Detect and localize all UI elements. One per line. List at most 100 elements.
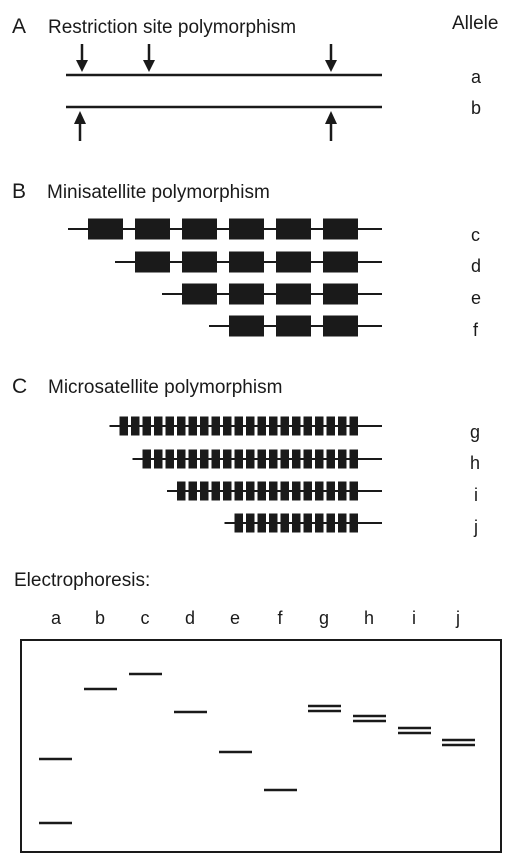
repeat-unit <box>246 513 255 533</box>
allele-label-d: d <box>471 256 481 276</box>
lane-label-a: a <box>51 608 62 628</box>
repeat-unit <box>292 449 301 469</box>
repeat-unit <box>165 416 174 436</box>
repeat-unit <box>326 513 335 533</box>
repeat-unit <box>200 449 209 469</box>
repeat-unit <box>223 416 232 436</box>
repeat-unit <box>177 416 186 436</box>
minisatellite-graphics <box>68 218 382 337</box>
allele-label-j: j <box>473 517 478 537</box>
section-c-title: Microsatellite polymorphism <box>48 377 282 398</box>
repeat-unit <box>303 449 312 469</box>
repeat-unit <box>303 513 312 533</box>
lane-label-f: f <box>277 608 283 628</box>
allele-label-b: b <box>471 98 481 118</box>
repeat-unit <box>349 513 358 533</box>
repeat-unit <box>177 449 186 469</box>
repeat-unit <box>188 481 197 501</box>
repeat-unit <box>326 481 335 501</box>
repeat-unit <box>257 449 266 469</box>
repeat-unit <box>234 416 243 436</box>
repeat-unit <box>154 449 163 469</box>
repeat-unit <box>246 449 255 469</box>
repeat-unit <box>229 283 264 305</box>
repeat-unit <box>154 416 163 436</box>
repeat-unit <box>276 283 311 305</box>
section-c-letter: C <box>12 375 27 398</box>
restriction-site-arrow-up <box>74 111 86 141</box>
lane-label-g: g <box>319 608 329 628</box>
repeat-unit <box>119 416 128 436</box>
allele-c-repeat-array <box>68 218 382 240</box>
restriction-site-arrow-down <box>143 44 155 72</box>
repeat-unit <box>135 251 170 273</box>
repeat-unit <box>349 416 358 436</box>
repeat-unit <box>276 251 311 273</box>
allele-f-repeat-array <box>209 315 382 337</box>
repeat-unit <box>177 481 186 501</box>
lane-label-e: e <box>230 608 240 628</box>
repeat-unit <box>246 416 255 436</box>
repeat-unit <box>303 416 312 436</box>
repeat-unit <box>88 218 123 240</box>
lane-label-c: c <box>141 608 150 628</box>
repeat-unit <box>269 513 278 533</box>
repeat-unit <box>323 283 358 305</box>
restriction-site-arrow-up <box>325 111 337 141</box>
repeat-unit <box>315 449 324 469</box>
repeat-unit <box>292 513 301 533</box>
repeat-unit <box>182 283 217 305</box>
lane-label-j: j <box>455 608 460 628</box>
repeat-unit <box>269 416 278 436</box>
allele-e-repeat-array <box>162 283 382 305</box>
repeat-unit <box>200 416 209 436</box>
repeat-unit <box>303 481 312 501</box>
allele-label-i: i <box>474 485 478 505</box>
microsatellite-graphics <box>109 416 382 533</box>
section-b-letter: B <box>12 180 26 203</box>
section-b-title: Minisatellite polymorphism <box>47 182 270 203</box>
repeat-unit <box>142 449 151 469</box>
repeat-unit <box>280 449 289 469</box>
allele-label-e: e <box>471 288 481 308</box>
repeat-unit <box>349 449 358 469</box>
repeat-unit <box>188 416 197 436</box>
allele-label-c: c <box>471 225 480 245</box>
section-a-title: Restriction site polymorphism <box>48 17 296 38</box>
repeat-unit <box>326 449 335 469</box>
repeat-unit <box>229 218 264 240</box>
repeat-unit <box>280 513 289 533</box>
lane-labels: a b c d e f g h i j <box>51 608 460 628</box>
restriction-site-graphics <box>66 44 382 141</box>
repeat-unit <box>338 416 347 436</box>
repeat-unit <box>229 251 264 273</box>
repeat-unit <box>323 251 358 273</box>
repeat-unit <box>315 513 324 533</box>
repeat-unit <box>234 481 243 501</box>
repeat-unit <box>323 315 358 337</box>
allele-label-h: h <box>470 453 480 473</box>
repeat-unit <box>276 218 311 240</box>
repeat-unit <box>280 416 289 436</box>
repeat-unit <box>234 513 243 533</box>
repeat-unit <box>326 416 335 436</box>
allele-h-repeat-array <box>132 449 382 469</box>
restriction-site-arrow-down <box>76 44 88 72</box>
allele-label-f: f <box>473 320 479 340</box>
repeat-unit <box>182 218 217 240</box>
allele-label-g: g <box>470 422 480 442</box>
lane-label-d: d <box>185 608 195 628</box>
restriction-site-arrow-down <box>325 44 337 72</box>
repeat-unit <box>315 416 324 436</box>
repeat-unit <box>234 449 243 469</box>
allele-g-repeat-array <box>109 416 382 436</box>
repeat-unit <box>200 481 209 501</box>
repeat-unit <box>349 481 358 501</box>
repeat-unit <box>223 449 232 469</box>
repeat-unit <box>229 315 264 337</box>
gel-bands <box>39 672 475 825</box>
repeat-unit <box>211 416 220 436</box>
repeat-unit <box>257 513 266 533</box>
repeat-unit <box>338 449 347 469</box>
